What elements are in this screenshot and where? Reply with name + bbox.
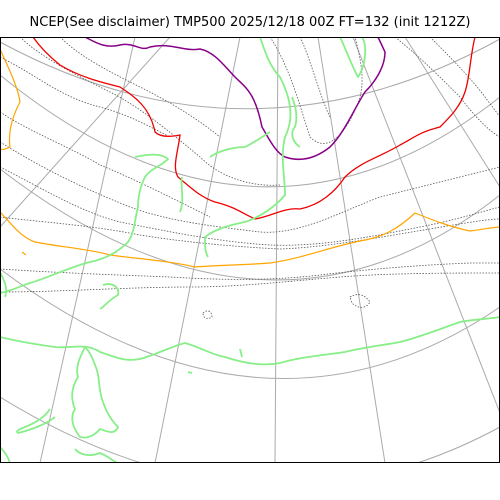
isotherm-red: [32, 37, 476, 220]
meridian: [274, 37, 279, 463]
coastline: [179, 176, 184, 213]
coastline: [0, 446, 11, 463]
map-title: NCEP(See disclaimer) TMP500 2025/12/18 0…: [29, 15, 471, 30]
weather-map: [0, 37, 500, 463]
coastline: [0, 153, 169, 294]
coastline: [291, 96, 301, 148]
coastline: [187, 371, 193, 374]
meridian: [404, 37, 500, 188]
coastline: [204, 37, 292, 258]
coastline: [16, 408, 56, 434]
coastline: [74, 448, 119, 463]
isotherm-orange: [0, 48, 21, 150]
latitude-circle: [0, 168, 500, 281]
isotherm-purple: [84, 37, 386, 160]
coastline: [99, 283, 120, 310]
latitude-circle: [0, 74, 500, 188]
meridian: [317, 37, 386, 463]
meridian: [0, 37, 171, 228]
isotherm-orange: [21, 251, 27, 256]
coastline: [209, 131, 271, 158]
latitude-circle: [0, 268, 500, 379]
coastline: [339, 37, 367, 78]
coastline: [0, 316, 500, 366]
meridian: [352, 37, 500, 414]
coastline: [0, 271, 8, 298]
coastlines: [0, 37, 500, 463]
coastline: [71, 346, 119, 439]
coastline: [239, 348, 243, 358]
latitude-circle: [0, 38, 500, 110]
latitude-circle: [0, 396, 500, 463]
map-background: [0, 37, 500, 463]
meridian: [154, 37, 241, 463]
isotherm-orange: [0, 211, 500, 268]
